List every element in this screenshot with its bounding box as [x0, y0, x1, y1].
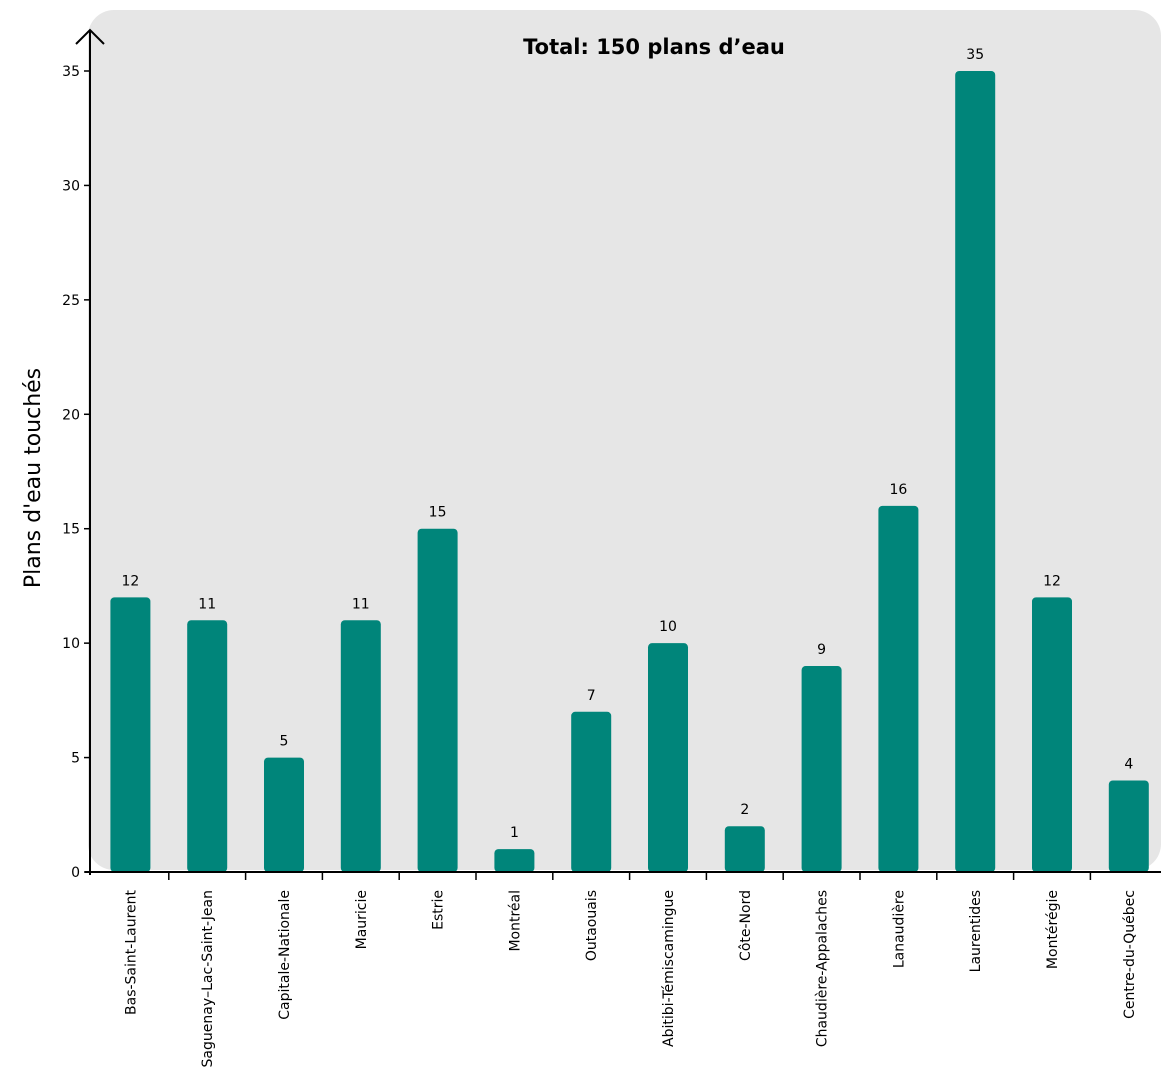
bar [571, 711, 612, 872]
x-tick-label: Lanaudière [891, 890, 907, 968]
data-label: 12 [1043, 573, 1061, 589]
x-tick-label: Côte-Nord [738, 890, 754, 961]
y-tick-label: 30 [62, 178, 80, 194]
y-tick-label: 15 [62, 522, 80, 538]
axes-layer [75, 28, 1161, 875]
bar [1032, 597, 1072, 872]
bar [187, 620, 228, 872]
plot-background [88, 10, 1161, 870]
y-tick-label: 10 [62, 636, 80, 652]
y-axis-label: Plans d'eau touchés [21, 368, 46, 588]
x-tick-label: Montérégie [1045, 890, 1061, 969]
x-tick-label: Chaudière-Appalaches [815, 890, 831, 1047]
bar [724, 826, 765, 872]
x-tick-label: Outaouais [584, 890, 600, 961]
bar [417, 528, 458, 872]
data-label: 1 [510, 825, 519, 841]
bar [494, 849, 535, 872]
x-tick-label: Estrie [431, 890, 447, 930]
bar [340, 620, 381, 872]
x-tick-label: Montréal [507, 890, 523, 952]
data-label: 16 [889, 482, 907, 498]
data-label: 12 [121, 573, 139, 589]
y-tick-label: 35 [62, 64, 80, 80]
data-label: 11 [198, 596, 216, 612]
data-label: 4 [1124, 756, 1133, 772]
bars-layer [110, 71, 1149, 872]
y-tick-label: 5 [71, 751, 80, 767]
bar [1108, 780, 1149, 872]
data-label: 11 [352, 596, 370, 612]
bar [801, 666, 842, 872]
x-tick-label: Laurentides [968, 890, 984, 972]
bar [110, 597, 151, 872]
bar [955, 71, 996, 872]
x-tick-label: Saguenay–Lac-Saint-Jean [200, 890, 216, 1067]
x-tick-label: Capitale-Nationale [277, 890, 293, 1020]
y-axis-arrow [75, 28, 105, 45]
data-label: 10 [659, 619, 677, 635]
x-tick-label: Mauricie [354, 890, 370, 949]
data-label: 2 [740, 802, 749, 818]
y-tick-label: 0 [71, 865, 80, 881]
x-tick-label: Centre-du-Québec [1122, 890, 1138, 1019]
data-label: 5 [280, 734, 289, 750]
y-tick-label: 20 [62, 407, 80, 423]
bar [264, 757, 304, 872]
bar [648, 643, 688, 872]
bar [878, 505, 919, 872]
labels-layer: 12Bas-Saint-Laurent11Saguenay–Lac-Saint-… [121, 47, 1137, 1067]
data-label: 9 [817, 642, 826, 658]
chart-title: Total: 150 plans d’eau [523, 35, 785, 59]
data-label: 35 [966, 47, 984, 63]
data-label: 7 [587, 688, 596, 704]
x-tick-label: Abitibi-Témiscamingue [661, 890, 677, 1047]
data-label: 15 [429, 505, 447, 521]
x-tick-label: Bas-Saint-Laurent [123, 889, 139, 1014]
y-tick-label: 25 [62, 293, 80, 309]
